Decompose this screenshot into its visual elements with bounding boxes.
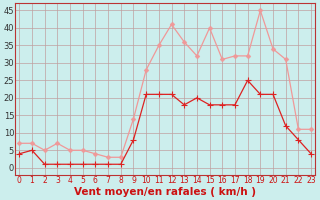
X-axis label: Vent moyen/en rafales ( km/h ): Vent moyen/en rafales ( km/h ) [74,187,256,197]
